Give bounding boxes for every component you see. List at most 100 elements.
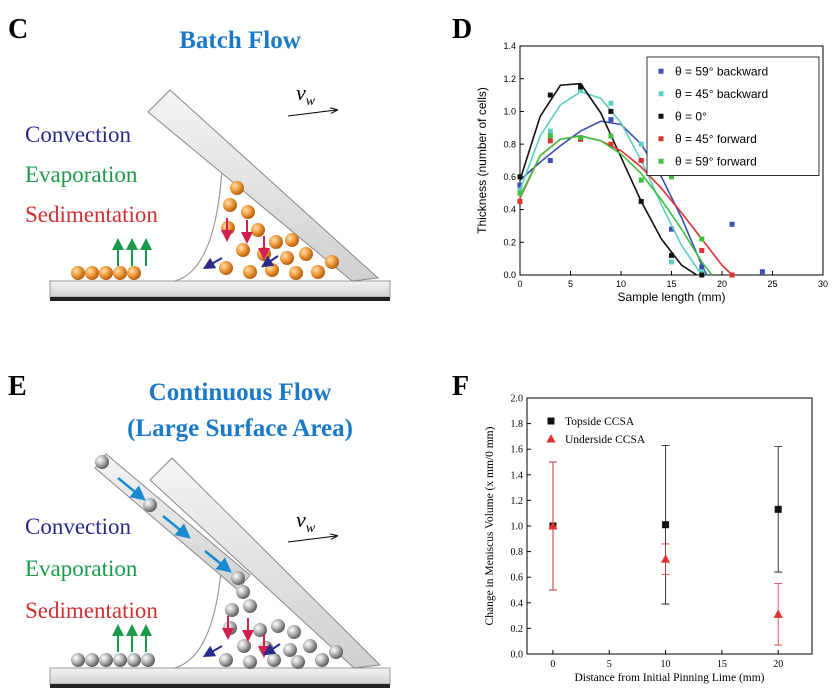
data-point — [547, 138, 553, 144]
data-point — [608, 141, 614, 147]
panel-label: C — [8, 14, 28, 45]
evaporation-label: Evaporation — [25, 162, 138, 187]
data-point — [699, 272, 705, 278]
legend-label: θ = 0° — [675, 109, 707, 123]
y-tick-label: 0.6 — [503, 172, 516, 182]
data-point — [517, 187, 523, 193]
sedimentation-label: Sedimentation — [25, 598, 158, 623]
y-tick-label: 1.6 — [511, 445, 524, 456]
data-point — [773, 609, 783, 618]
data-point — [729, 272, 735, 278]
data-point — [661, 554, 671, 563]
data-point — [638, 177, 644, 183]
legend-marker — [658, 113, 664, 119]
y-tick-label: 0.0 — [511, 650, 524, 661]
evaporation-arrows — [112, 624, 152, 652]
y-axis-label: Thickness (number of cells) — [475, 87, 489, 234]
y-axis-label: Change in Meniscus Volume (x mm/0 mm) — [484, 426, 496, 625]
convection-arrows — [202, 255, 279, 269]
flow-arrows — [117, 477, 232, 573]
legend-label: θ = 59° forward — [675, 154, 757, 168]
legend-label: θ = 45° forward — [675, 132, 757, 146]
data-point — [517, 174, 523, 180]
x-tick-label: 5 — [607, 659, 612, 670]
data-point — [699, 236, 705, 242]
diagram-e: E Continuous Flow (Large Surface Area) C… — [8, 371, 391, 688]
x-tick-label: 0 — [517, 279, 522, 289]
legend-label: θ = 59° backward — [675, 64, 768, 78]
y-tick-label: 1.2 — [503, 74, 516, 84]
data-point — [608, 117, 614, 123]
y-tick-label: 1.0 — [511, 522, 524, 533]
data-point — [638, 141, 644, 147]
legend-frame — [646, 56, 820, 176]
y-tick-label: 0.2 — [503, 237, 516, 247]
data-point — [578, 84, 584, 90]
y-tick-label: 0.8 — [503, 139, 516, 149]
substrate-base — [50, 684, 390, 688]
x-tick-label: 25 — [767, 279, 777, 289]
data-point — [547, 133, 553, 139]
velocity-label: vw — [296, 507, 316, 536]
convection-label: Convection — [25, 122, 132, 147]
x-tick-label: 30 — [818, 279, 828, 289]
velocity-label: vw — [296, 80, 316, 109]
substrate — [49, 280, 391, 298]
data-point — [774, 505, 782, 513]
panel-label: E — [8, 371, 27, 402]
y-tick-label: 0.2 — [511, 624, 524, 635]
data-point — [548, 521, 558, 530]
data-point — [608, 100, 614, 106]
plate — [149, 457, 382, 669]
evaporation-label: Evaporation — [25, 556, 138, 581]
y-tick-label: 0.4 — [511, 598, 524, 609]
data-point — [638, 158, 644, 163]
data-point — [699, 247, 705, 253]
x-axis-label: Distance from Initial Pinning Lime (mm) — [574, 672, 764, 684]
y-tick-label: 1.0 — [503, 107, 516, 117]
y-tick-label: 1.4 — [511, 470, 524, 481]
data-point — [547, 158, 553, 163]
legend-marker — [658, 158, 664, 164]
diagram-title: Batch Flow — [179, 27, 301, 54]
plate — [147, 89, 380, 282]
y-tick-label: 2.0 — [511, 394, 524, 405]
data-point — [517, 182, 523, 188]
data-point — [638, 198, 644, 204]
data-point — [759, 269, 765, 275]
data-point — [669, 259, 674, 265]
x-tick-label: 15 — [717, 659, 727, 670]
data-point — [517, 198, 523, 204]
chart: F 0 5 10 15 20 0.0 0.2 0.4 0.6 0.8 1.0 1.2 1.4 1.6 1.8 2… — [452, 371, 813, 684]
x-tick-label: 0 — [550, 659, 555, 670]
x-tick-label: 10 — [661, 659, 671, 670]
data-point — [669, 252, 674, 258]
meniscus — [174, 169, 223, 282]
panel-label: F — [452, 371, 469, 402]
legend-marker — [658, 136, 664, 142]
legend-label: Underside CCSA — [565, 434, 646, 446]
evaporation-arrows — [112, 238, 152, 266]
substrate — [49, 667, 391, 685]
convection-arrows — [202, 643, 281, 657]
data-point — [699, 264, 705, 270]
x-tick-label: 15 — [666, 279, 676, 289]
diagram-subtitle: (Large Surface Area) — [127, 415, 353, 442]
y-tick-label: 0.6 — [511, 573, 524, 584]
data-point — [669, 174, 674, 180]
y-tick-label: 1.8 — [511, 419, 524, 430]
data-point — [517, 190, 523, 196]
legend-marker — [658, 91, 664, 97]
data-point — [662, 521, 670, 529]
x-tick-label: 10 — [616, 279, 626, 289]
y-tick-label: 1.4 — [503, 41, 516, 51]
legend-marker — [658, 68, 664, 74]
data-point — [608, 108, 614, 114]
diagram-title: Continuous Flow — [149, 379, 332, 406]
legend-marker — [546, 434, 556, 443]
legend-label: Topside CCSA — [565, 416, 635, 428]
fit-line — [519, 135, 713, 276]
y-tick-label: 0.4 — [503, 205, 516, 215]
data-point — [608, 133, 614, 139]
